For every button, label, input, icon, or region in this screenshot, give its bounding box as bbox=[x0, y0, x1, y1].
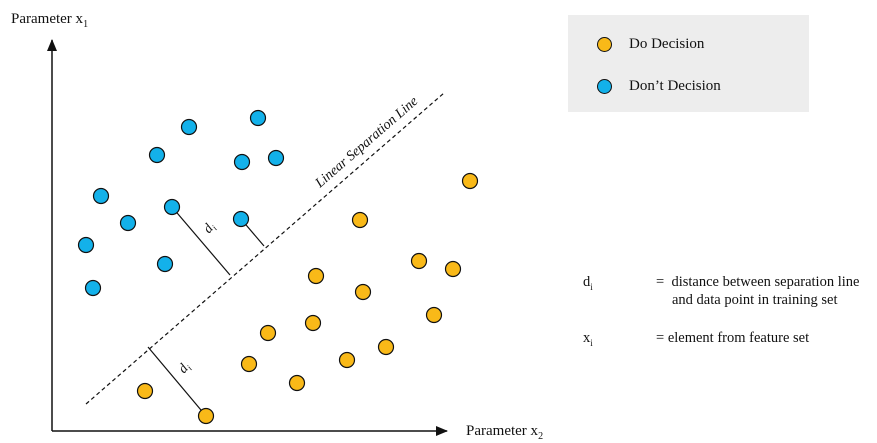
note-di-definition: = distance between separation line and d… bbox=[656, 273, 859, 309]
dont-point bbox=[92, 187, 110, 205]
legend-label-do: Do Decision bbox=[629, 35, 705, 52]
do-point bbox=[377, 338, 395, 356]
do-point bbox=[410, 252, 428, 270]
note-di-line1: distance between separation line bbox=[671, 274, 860, 290]
linear-separation-line bbox=[85, 92, 445, 405]
distance-label-lower: di bbox=[176, 359, 195, 377]
dont-point bbox=[249, 109, 267, 127]
do-point bbox=[338, 351, 356, 369]
do-decision-swatch bbox=[597, 36, 612, 52]
dont-point bbox=[232, 210, 250, 228]
separation-line-label: Linear Separation Line bbox=[312, 94, 421, 192]
legend-label-dont: Don’t Decision bbox=[629, 77, 721, 94]
dont-point bbox=[77, 236, 95, 254]
y-axis-label: Parameter x1 bbox=[11, 11, 88, 30]
note-di-symbol: di bbox=[583, 274, 593, 292]
dont-point bbox=[163, 198, 181, 216]
dont-point bbox=[233, 153, 251, 171]
dont-decision-swatch bbox=[597, 78, 612, 94]
dont-point bbox=[180, 118, 198, 136]
do-point bbox=[197, 407, 215, 425]
do-point bbox=[425, 306, 443, 324]
dont-point bbox=[119, 214, 137, 232]
x-axis-label: Parameter x2 bbox=[466, 423, 543, 442]
legend-item-dont: Don’t Decision bbox=[568, 74, 721, 98]
dont-point bbox=[156, 255, 174, 273]
dont-point bbox=[148, 146, 166, 164]
dont-point bbox=[267, 149, 285, 167]
do-point bbox=[307, 267, 325, 285]
note-di-equals: = bbox=[656, 274, 665, 290]
distance-segment-lower bbox=[147, 346, 207, 417]
do-point bbox=[136, 382, 154, 400]
dont-point bbox=[84, 279, 102, 297]
do-point bbox=[351, 211, 369, 229]
do-decision-points bbox=[136, 172, 479, 425]
do-point bbox=[354, 283, 372, 301]
legend: Do Decision Don’t Decision bbox=[568, 15, 809, 112]
note-xi-symbol: xi bbox=[583, 330, 593, 348]
note-xi-line1: element from feature set bbox=[667, 330, 810, 346]
do-point bbox=[259, 324, 277, 342]
do-point bbox=[288, 374, 306, 392]
do-point bbox=[304, 314, 322, 332]
do-point bbox=[444, 260, 462, 278]
do-point bbox=[240, 355, 258, 373]
dont-decision-points bbox=[77, 109, 285, 297]
legend-item-do: Do Decision bbox=[568, 32, 704, 56]
note-xi-equals: = bbox=[656, 330, 665, 346]
do-point bbox=[461, 172, 479, 190]
distance-segment-upper bbox=[171, 206, 231, 276]
note-xi-definition: = element from feature set bbox=[656, 329, 809, 347]
note-di-line2: and data point in training set bbox=[672, 292, 838, 308]
distance-label-upper: di bbox=[201, 219, 220, 237]
